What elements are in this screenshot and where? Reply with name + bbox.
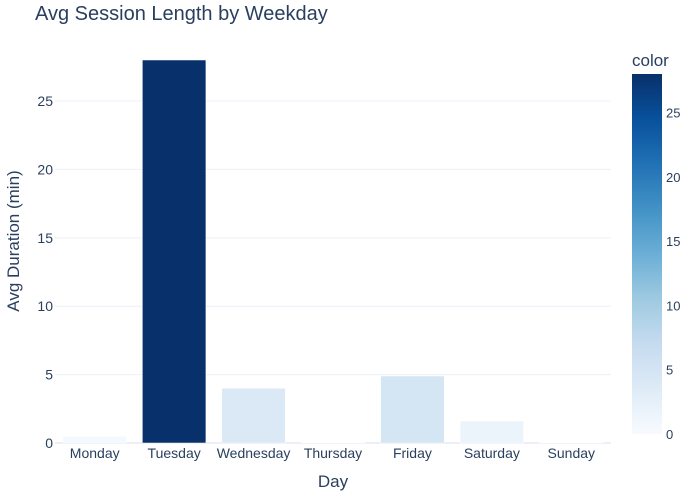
y-axis-title: Avg Duration (min) xyxy=(4,170,23,311)
y-tick-label: 15 xyxy=(37,230,53,246)
colorbar-tick-label: 25 xyxy=(666,106,680,121)
y-tick-label: 25 xyxy=(37,93,53,109)
colorbar-tick-label: 0 xyxy=(666,427,673,442)
bar-wednesday xyxy=(221,388,286,444)
y-tick-label: 0 xyxy=(45,435,53,451)
y-tick-label: 5 xyxy=(45,367,53,383)
colorbar-tick-label: 15 xyxy=(666,234,680,249)
y-tick-label: 10 xyxy=(37,298,53,314)
bar-thursday xyxy=(300,442,366,444)
x-tick-label: Wednesday xyxy=(217,445,291,461)
chart-title: Avg Session Length by Weekday xyxy=(35,3,328,25)
bar-saturday xyxy=(459,420,524,444)
x-axis-title: Day xyxy=(318,472,349,491)
bar-tuesday xyxy=(142,59,207,444)
bars xyxy=(62,59,604,444)
colorbar-tick-label: 10 xyxy=(666,298,680,313)
bar-friday xyxy=(380,375,445,444)
x-axis-ticks: Monday Tuesday Wednesday Thursday Friday Satu… xyxy=(70,445,595,461)
y-tick-label: 20 xyxy=(37,161,53,177)
colorbar-tick-label: 5 xyxy=(666,363,673,378)
y-axis-ticks: 0 5 10 15 20 25 xyxy=(37,93,53,451)
colorbar-title: color xyxy=(632,51,669,70)
colorbar-scale xyxy=(632,74,662,434)
colorbar-tick-label: 20 xyxy=(666,170,680,185)
colorbar-ticks: 0 5 10 15 20 25 xyxy=(666,106,680,442)
x-tick-label: Thursday xyxy=(304,445,362,461)
x-tick-label: Friday xyxy=(393,445,432,461)
colorbar: color 0 5 10 15 20 25 xyxy=(632,51,680,442)
x-tick-label: Tuesday xyxy=(148,445,201,461)
x-tick-label: Saturday xyxy=(464,445,520,461)
bar-sunday xyxy=(539,442,604,444)
x-tick-label: Monday xyxy=(70,445,120,461)
x-tick-label: Sunday xyxy=(548,445,595,461)
gridlines xyxy=(55,100,611,444)
bar-monday xyxy=(62,435,127,444)
